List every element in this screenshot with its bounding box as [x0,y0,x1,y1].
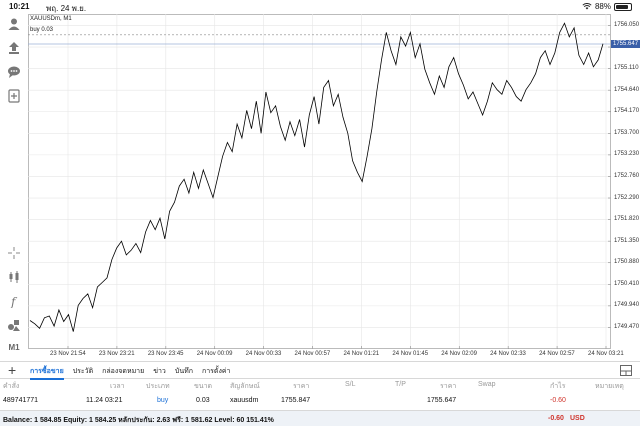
price-tick-label: 1755.110 [614,65,639,72]
price-tick-label: 1754.170 [614,108,640,115]
timeframe-label: M1 [8,342,20,352]
wifi-icon [582,3,592,10]
terminal-tabbar: + การซื้อขาย ประวัติ กล่องจดหมาย ข่าว บันทึก… [0,361,640,380]
buy-line-label: buy 0.03 [30,26,54,33]
status-date: พฤ. 24 พ.ย. [46,4,87,13]
share-button[interactable] [6,40,22,56]
price-tick-label: 1749.470 [614,323,640,330]
price-tick-label: 1751.350 [614,237,640,244]
price-tick-label: 1750.410 [614,280,640,287]
time-tick-label: 24 Nov 02:57 [539,351,575,357]
column-header[interactable]: ประเภท [146,383,170,390]
active-tab-indicator [30,378,64,380]
column-header[interactable]: ขนาด [194,383,213,390]
time-tick-label: 23 Nov 21:54 [50,351,86,357]
account-summary: Balance: 1 584.85 Equity: 1 584.25 หลักป… [0,410,640,426]
price-tick-label: 1756.050 [614,21,640,28]
layout-toggle-icon[interactable] [620,365,632,376]
price-chart[interactable] [28,14,611,349]
cell-size: 0.03 [196,397,210,404]
column-header[interactable]: T/P [395,381,406,388]
tab-0[interactable]: การซื้อขาย [30,368,64,375]
cell-price: 1755.847 [281,397,311,404]
column-header[interactable]: เวลา [110,383,125,390]
indicators-button[interactable]: f [6,293,22,309]
current-price-tag: 1755.647 [611,39,640,48]
column-header[interactable]: สัญลักษณ์ [230,383,260,390]
time-tick-label: 24 Nov 00:33 [245,351,282,357]
add-indicator-icon [8,89,20,103]
time-tick-label: 24 Nov 00:57 [294,351,331,357]
terminal-tabs: การซื้อขาย ประวัติ กล่องจดหมาย ข่าว บันทึก กา… [30,366,230,377]
time-tick-label: 24 Nov 02:33 [490,351,526,357]
tab-2[interactable]: กล่องจดหมาย [102,368,145,375]
battery-fill [616,4,629,9]
time-tick-label: 24 Nov 03:21 [588,351,624,357]
cell-type: buy [157,397,169,404]
cell-symbol: xauusdm [230,397,259,404]
share-icon [9,42,19,54]
chart-type-button[interactable] [6,269,22,285]
price-tick-label: 1751.820 [614,216,640,223]
account-button[interactable] [6,16,22,32]
user-icon [8,18,20,30]
status-right: 88% [582,2,632,11]
objects-icon [8,320,20,331]
objects-button[interactable] [6,317,22,333]
add-indicator-button[interactable] [6,88,22,104]
price-tick-label: 1750.880 [614,259,640,266]
positions-header: คำสั่ง เวลา ประเภท ขนาด สัญลักษณ์ ราคา S/L T/P ร… [0,381,640,393]
total-profit: -0.60 [548,415,564,422]
column-header[interactable]: S/L [345,381,356,388]
tab-5[interactable]: การตั้งค่า [201,368,231,375]
column-header[interactable]: Swap [478,381,496,388]
status-bar: 10:21 พฤ. 24 พ.ย. 88% [0,0,640,14]
tab-1[interactable]: ประวัติ [72,368,94,375]
column-header[interactable]: ราคา [293,383,310,390]
battery-icon [614,2,632,11]
status-time: 10:21 [9,2,30,11]
price-tick-label: 1749.940 [614,302,640,309]
time-tick-label: 24 Nov 02:09 [441,351,477,357]
price-tick-label: 1752.760 [614,172,640,179]
cell-current-price: 1755.647 [427,397,457,404]
time-tick-label: 24 Nov 01:45 [392,351,429,357]
chat-icon [8,66,20,78]
time-tick-label: 24 Nov 01:21 [343,351,380,357]
time-tick-label: 24 Nov 00:09 [196,351,233,357]
chart-frame [28,14,611,349]
crosshair-icon [8,247,20,259]
price-axis: 1756.0501755.5801755.1101754.6401754.170… [611,14,640,349]
chart-toolbar: f M1 [0,14,28,354]
price-series-line [29,22,604,332]
column-header[interactable]: กำไร [550,383,566,390]
price-tick-label: 1754.640 [614,86,640,93]
function-icon: f [10,295,18,308]
chart-symbol-header: XAUUSDm, M1 [30,16,72,22]
account-summary-text: Balance: 1 584.85 Equity: 1 584.25 หลักป… [3,417,274,424]
timeframe-button[interactable]: M1 [6,339,22,355]
cell-time: 11.24 03:21 [86,397,123,404]
account-currency: USD [570,415,585,422]
tab-3[interactable]: ข่าว [153,368,166,375]
column-header[interactable]: คำสั่ง [3,383,20,390]
price-tick-label: 1753.700 [614,129,640,136]
cell-profit: -0.60 [550,397,566,404]
battery-percent: 88% [594,2,611,11]
chat-button[interactable] [6,64,22,80]
time-tick-label: 23 Nov 23:21 [98,351,135,357]
price-tick-label: 1752.290 [614,194,640,201]
price-tick-label: 1753.230 [614,151,640,158]
crosshair-button[interactable] [6,245,22,261]
column-header[interactable]: หมายเหตุ [595,383,624,390]
cell-order: 489741771 [3,397,39,404]
tab-4[interactable]: บันทึก [174,368,193,375]
time-tick-label: 23 Nov 23:45 [147,351,184,357]
candlestick-icon [9,271,19,283]
svg-text:f: f [10,295,18,308]
add-tab-button[interactable]: + [8,362,17,378]
column-header[interactable]: ราคา [440,383,457,390]
position-row[interactable]: 489741771 11.24 03:21 buy 0.03 xauusdm 1755.8… [0,397,640,409]
